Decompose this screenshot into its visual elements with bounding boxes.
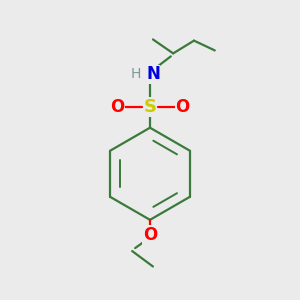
Text: O: O [110,98,124,116]
Text: O: O [143,226,157,244]
Text: O: O [176,98,190,116]
Text: H: H [130,67,141,81]
Text: S: S [143,98,157,116]
Text: N: N [146,65,160,83]
